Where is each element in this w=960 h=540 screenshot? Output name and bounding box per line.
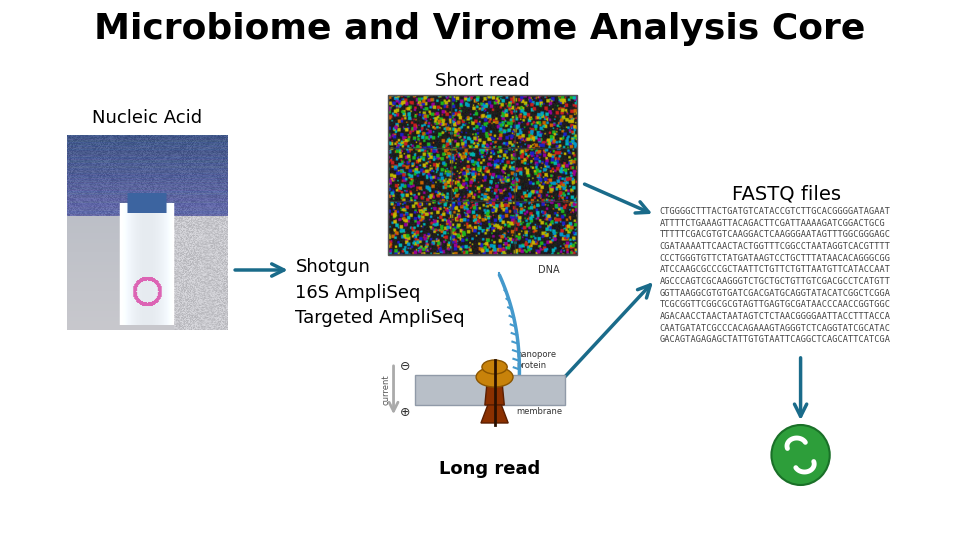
Ellipse shape [476,367,513,387]
Ellipse shape [482,360,507,374]
Text: ⊖: ⊖ [400,361,411,374]
Bar [388,95,577,255]
Text: membrane: membrane [516,407,562,416]
Text: Shotgun
16S AmpliSeq
Targeted AmpliSeq: Shotgun 16S AmpliSeq Targeted AmpliSeq [296,258,465,327]
Polygon shape [485,375,504,405]
Text: DNA: DNA [539,265,560,275]
Polygon shape [481,405,508,423]
Text: CTGGGGCTTTACTGATGTCATACCGTCTTGCACGGGGATAGAAT
ATTTTCTGAAAGTTACAGACTTCGATTAAAAGATC: CTGGGGCTTTACTGATGTCATACCGTCTTGCACGGGGATA… [660,207,891,345]
Text: nanopore
protein: nanopore protein [516,350,556,370]
Text: ⊕: ⊕ [400,407,411,420]
Text: FASTQ files: FASTQ files [732,185,841,204]
Text: Long read: Long read [439,460,540,478]
Text: Short read: Short read [435,72,530,90]
Circle shape [772,425,829,485]
Bar [415,375,565,405]
Text: Microbiome and Virome Analysis Core: Microbiome and Virome Analysis Core [94,12,866,46]
Text: current: current [381,375,391,406]
Text: Nucleic Acid: Nucleic Acid [92,109,203,127]
